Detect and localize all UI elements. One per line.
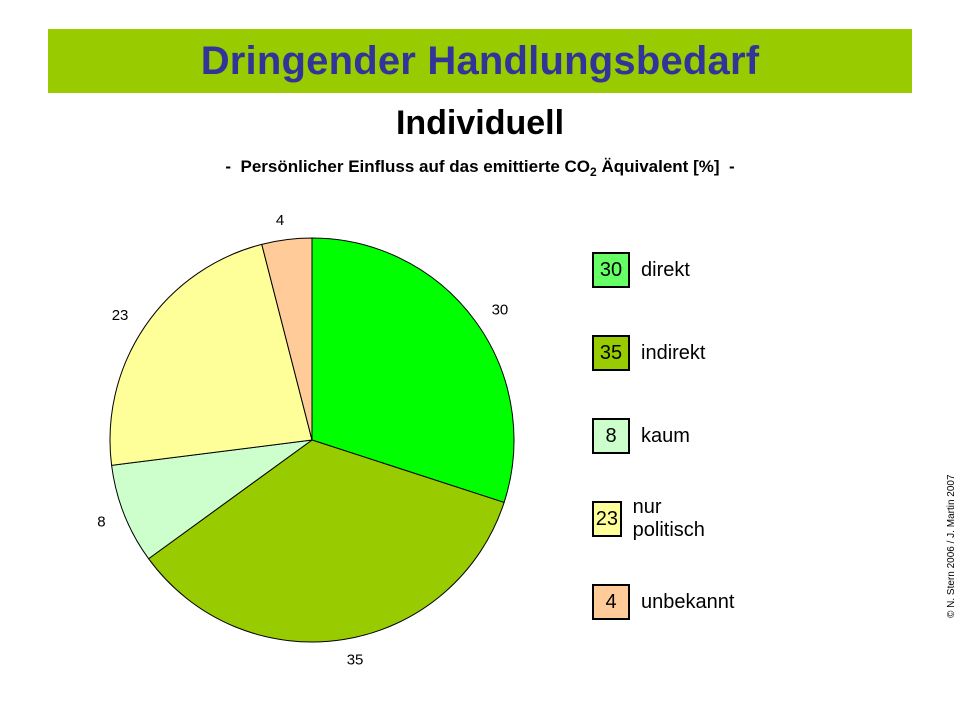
legend-item: 23 nur politisch	[592, 496, 713, 541]
caption-subscript: 2	[590, 165, 597, 179]
pie-data-label: 8	[97, 514, 105, 531]
pie-slice-nur-politisch	[109, 243, 313, 466]
legend-item: 8 kaum	[592, 416, 690, 456]
legend-swatch: 35	[592, 335, 630, 371]
page-title: Dringender Handlungsbedarf	[200, 38, 760, 83]
caption-suffix: Äquivalent [%] -	[596, 157, 735, 176]
legend-swatch: 8	[592, 418, 630, 454]
pie-data-label: 30	[492, 302, 509, 319]
chart-caption: - Persönlicher Einfluss auf das emittier…	[0, 157, 960, 179]
legend-item: 4 unbekannt	[592, 582, 734, 622]
pie-slice-kaum	[111, 439, 313, 560]
legend-label: unbekannt	[641, 590, 735, 613]
legend-swatch: 23	[592, 501, 622, 537]
pie-data-label: 23	[112, 307, 129, 324]
copyright-notice: © N. Stern 2006 / J. Martin 2007	[946, 474, 957, 618]
pie-data-labels: 30 35 8 23 4	[97, 212, 509, 668]
legend-item: 30 direkt	[592, 250, 690, 290]
title-banner: Dringender Handlungsbedarf	[48, 29, 912, 93]
pie-slices	[109, 237, 515, 643]
legend-item: 35 indirekt	[592, 333, 705, 373]
pie-slice-direkt	[311, 237, 515, 504]
legend-label: direkt	[641, 258, 690, 281]
legend-swatch: 4	[592, 584, 630, 620]
pie-slice-unbekannt	[261, 237, 313, 441]
pie-slice-indirekt	[147, 439, 505, 643]
pie-data-label: 35	[347, 651, 364, 668]
legend-label: indirekt	[641, 341, 706, 364]
legend-label: nur politisch	[632, 496, 705, 541]
pie-data-label: 4	[276, 212, 284, 229]
chart-subtitle: Individuell	[395, 104, 565, 142]
legend-label: kaum	[641, 424, 690, 447]
legend-swatch: 30	[592, 252, 630, 288]
caption-prefix: - Persönlicher Einfluss auf das emittier…	[225, 157, 591, 176]
